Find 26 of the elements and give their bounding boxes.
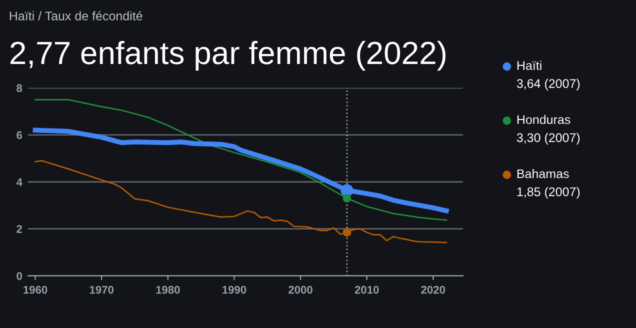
y-tick-label: 4 <box>16 178 22 186</box>
y-tick-label: 6 <box>16 131 22 140</box>
legend-label: Bahamas <box>517 169 569 178</box>
x-tick-label: 1990 <box>222 286 246 294</box>
y-tick-label: 0 <box>16 272 22 280</box>
legend-label: Honduras <box>517 114 570 124</box>
chart-subtitle: Haïti / Taux de fécondité <box>10 11 142 20</box>
text: 3,64 (2007) <box>516 78 580 90</box>
y-tick-label: 2 <box>16 225 22 233</box>
text: 3,30 (2007) <box>516 132 580 145</box>
x-tick-label: 1970 <box>90 286 114 294</box>
point <box>342 228 352 237</box>
point <box>340 184 354 197</box>
line-series <box>32 128 449 214</box>
point <box>342 194 352 202</box>
y-tick-label: 8 <box>16 84 22 92</box>
x-tick-label: 1980 <box>156 286 180 294</box>
x-tick-label: 1960 <box>24 286 48 294</box>
x-tick-label: 2010 <box>354 286 379 294</box>
legend-label: Haïti <box>517 60 542 70</box>
line-series <box>34 160 448 244</box>
text: 1,85 (2007) <box>517 187 580 199</box>
x-tick-label: 2020 <box>421 286 446 294</box>
line-series <box>34 98 448 221</box>
x-tick-label: 2000 <box>288 286 312 294</box>
chart-title: 2,77 enfants par femme (2022) <box>10 40 446 71</box>
